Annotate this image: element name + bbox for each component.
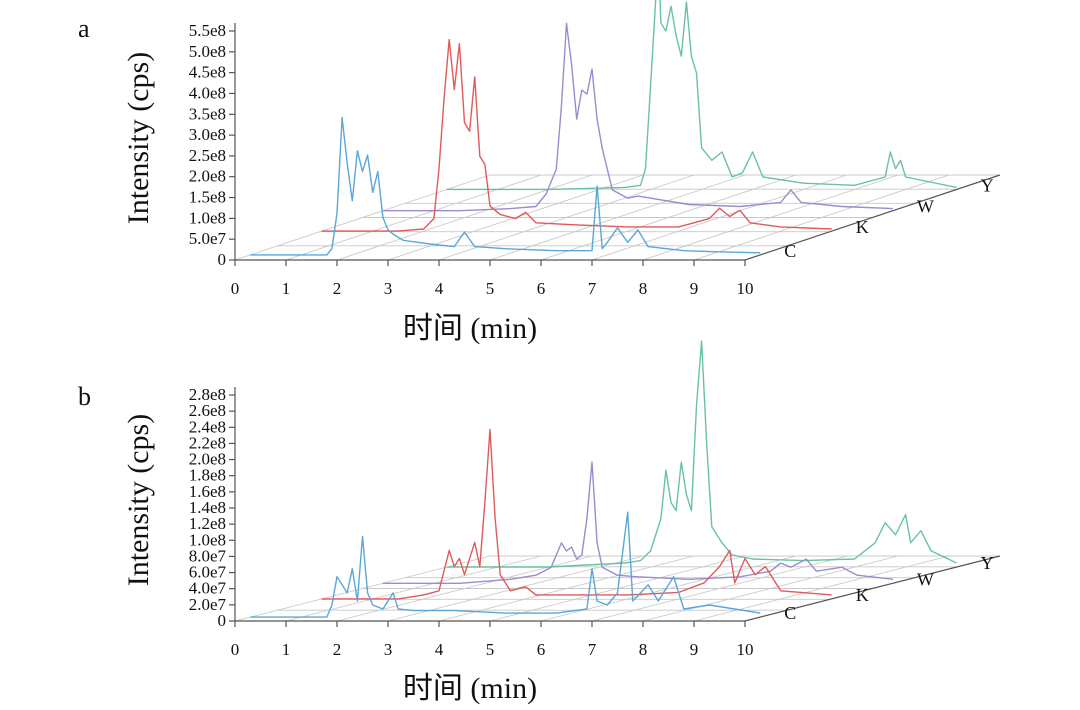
series-label-k: K xyxy=(856,585,869,605)
panel-label: b xyxy=(78,382,91,411)
series-trace-y xyxy=(446,340,957,568)
series-label-w: W xyxy=(917,569,934,589)
x-tick-label: 4 xyxy=(435,640,444,659)
y-tick-label: 5.5e8 xyxy=(189,21,226,40)
y-tick-label: 0 xyxy=(218,611,227,630)
x-tick-label: 10 xyxy=(737,279,754,298)
y-tick-label: 5.0e8 xyxy=(189,42,226,61)
x-tick-label: 8 xyxy=(639,279,648,298)
x-tick-label: 6 xyxy=(537,279,546,298)
depth-axis-line xyxy=(744,555,1001,622)
x-tick-label: 5 xyxy=(486,279,495,298)
y-axis-title: Intensity (cps) xyxy=(122,414,155,586)
panel-b: 02.0e74.0e76.0e78.0e71.0e81.2e81.4e81.6e… xyxy=(78,340,1001,705)
y-tick-label: 3.5e8 xyxy=(189,104,226,123)
panel-label: a xyxy=(78,14,90,43)
x-tick-label: 2 xyxy=(333,640,342,659)
x-tick-label: 3 xyxy=(384,640,393,659)
y-tick-label: 1.5e8 xyxy=(189,188,226,207)
y-tick-label: 1.6e8 xyxy=(189,482,226,501)
y-tick-label: 2.8e8 xyxy=(189,385,226,404)
x-axis-title: 时间 (min) xyxy=(403,672,537,705)
y-tick-label: 0 xyxy=(218,250,227,269)
series-trace-c xyxy=(250,116,761,256)
x-tick-label: 5 xyxy=(486,640,495,659)
x-tick-label: 9 xyxy=(690,279,699,298)
series-label-y: Y xyxy=(981,175,994,195)
y-tick-label: 5.0e7 xyxy=(189,229,227,248)
y-tick-label: 1.0e8 xyxy=(189,208,226,227)
series-label-c: C xyxy=(784,603,796,623)
x-tick-label: 1 xyxy=(282,279,291,298)
y-tick-label: 2.0e8 xyxy=(189,167,226,186)
y-tick-label: 4.0e7 xyxy=(189,579,227,598)
series-trace-w xyxy=(382,461,893,584)
series-trace-k xyxy=(321,38,832,232)
y-tick-label: 1.0e8 xyxy=(189,530,226,549)
x-tick-label: 0 xyxy=(231,279,240,298)
x-tick-label: 0 xyxy=(231,640,240,659)
series-trace-k xyxy=(321,428,832,600)
y-tick-label: 2.4e8 xyxy=(189,417,226,436)
y-tick-label: 4.5e8 xyxy=(189,63,226,82)
x-tick-label: 7 xyxy=(588,279,597,298)
x-tick-label: 3 xyxy=(384,279,393,298)
y-tick-label: 2.2e8 xyxy=(189,433,226,452)
series-label-y: Y xyxy=(981,553,994,573)
x-tick-label: 9 xyxy=(690,640,699,659)
series-label-k: K xyxy=(856,217,869,237)
x-tick-label: 10 xyxy=(737,640,754,659)
x-tick-label: 1 xyxy=(282,640,291,659)
y-tick-label: 2.6e8 xyxy=(189,401,226,420)
y-tick-label: 2.5e8 xyxy=(189,146,226,165)
y-tick-label: 2.0e8 xyxy=(189,450,226,469)
series-trace-w xyxy=(382,22,893,212)
y-tick-label: 2.0e7 xyxy=(189,595,227,614)
y-tick-label: 1.4e8 xyxy=(189,498,226,517)
x-axis-title: 时间 (min) xyxy=(403,312,537,345)
series-trace-y xyxy=(446,0,957,191)
series-label-w: W xyxy=(917,197,934,217)
x-tick-label: 8 xyxy=(639,640,648,659)
x-tick-label: 2 xyxy=(333,279,342,298)
depth-axis-line xyxy=(744,174,1001,261)
y-tick-label: 8.0e7 xyxy=(189,546,227,565)
y-axis-title: Intensity (cps) xyxy=(122,52,155,224)
x-tick-label: 7 xyxy=(588,640,597,659)
y-tick-label: 4.0e8 xyxy=(189,83,226,102)
y-tick-label: 1.2e8 xyxy=(189,514,226,533)
series-label-c: C xyxy=(784,241,796,261)
y-tick-label: 6.0e7 xyxy=(189,563,227,582)
x-tick-label: 6 xyxy=(537,640,546,659)
x-tick-label: 4 xyxy=(435,279,444,298)
series-trace-c xyxy=(250,511,761,618)
y-tick-label: 1.8e8 xyxy=(189,466,226,485)
y-tick-label: 3.0e8 xyxy=(189,125,226,144)
